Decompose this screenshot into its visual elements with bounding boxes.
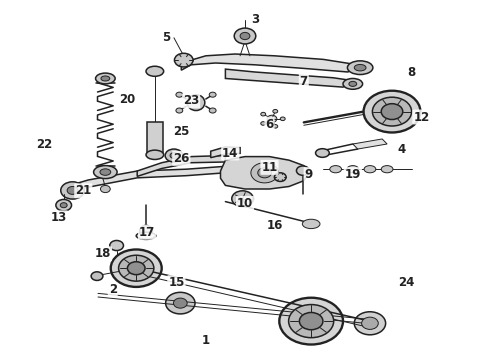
Polygon shape (137, 156, 225, 176)
Ellipse shape (61, 182, 84, 199)
Polygon shape (147, 122, 163, 155)
Text: 24: 24 (398, 276, 415, 289)
Ellipse shape (240, 32, 250, 40)
Ellipse shape (347, 166, 359, 173)
Ellipse shape (354, 64, 366, 71)
Ellipse shape (100, 185, 110, 193)
Ellipse shape (267, 115, 277, 122)
Ellipse shape (146, 66, 164, 76)
Ellipse shape (316, 149, 329, 157)
Text: 22: 22 (36, 138, 52, 150)
Ellipse shape (60, 203, 67, 208)
Polygon shape (225, 69, 353, 87)
Ellipse shape (176, 108, 183, 113)
Ellipse shape (165, 149, 183, 162)
Ellipse shape (110, 240, 123, 251)
Ellipse shape (296, 166, 309, 175)
Ellipse shape (381, 104, 403, 120)
Ellipse shape (261, 112, 266, 116)
Ellipse shape (111, 249, 162, 287)
Text: 25: 25 (173, 125, 190, 138)
Ellipse shape (354, 312, 386, 335)
Text: 15: 15 (168, 276, 185, 289)
Ellipse shape (67, 186, 78, 194)
Text: 20: 20 (119, 93, 136, 105)
Text: 5: 5 (163, 31, 171, 44)
Text: 9: 9 (305, 168, 313, 181)
Text: 8: 8 (408, 66, 416, 78)
Ellipse shape (232, 191, 253, 207)
Ellipse shape (372, 97, 412, 126)
Text: 4: 4 (398, 143, 406, 156)
Ellipse shape (209, 108, 216, 113)
Polygon shape (181, 54, 358, 72)
Text: 19: 19 (344, 168, 361, 181)
Text: 16: 16 (266, 219, 283, 231)
Text: 7: 7 (300, 75, 308, 87)
Ellipse shape (146, 150, 164, 159)
Ellipse shape (187, 95, 205, 111)
Ellipse shape (91, 272, 103, 280)
Polygon shape (211, 147, 240, 158)
Ellipse shape (343, 78, 363, 89)
Text: 17: 17 (139, 226, 155, 239)
Ellipse shape (56, 199, 72, 211)
Ellipse shape (173, 298, 187, 308)
Ellipse shape (166, 292, 195, 314)
Ellipse shape (170, 153, 178, 158)
Ellipse shape (364, 91, 420, 132)
Ellipse shape (261, 122, 266, 125)
Ellipse shape (100, 169, 111, 175)
Ellipse shape (140, 225, 152, 237)
Ellipse shape (258, 168, 271, 178)
Polygon shape (64, 163, 260, 194)
Text: 13: 13 (50, 211, 67, 224)
Text: 12: 12 (413, 111, 430, 123)
Ellipse shape (302, 219, 320, 229)
Ellipse shape (251, 163, 278, 183)
Text: 14: 14 (222, 147, 239, 159)
Ellipse shape (349, 81, 357, 86)
Text: 11: 11 (261, 161, 278, 174)
Ellipse shape (101, 76, 110, 81)
Ellipse shape (347, 61, 373, 75)
Ellipse shape (176, 92, 183, 97)
Ellipse shape (136, 232, 156, 239)
Ellipse shape (96, 73, 115, 84)
Ellipse shape (280, 117, 285, 121)
Ellipse shape (273, 125, 278, 128)
Ellipse shape (381, 166, 393, 173)
Ellipse shape (299, 312, 323, 330)
Text: 1: 1 (202, 334, 210, 347)
Polygon shape (353, 139, 387, 149)
Text: 26: 26 (173, 152, 190, 165)
Ellipse shape (330, 166, 342, 173)
Ellipse shape (364, 166, 376, 173)
Ellipse shape (362, 317, 378, 329)
Ellipse shape (234, 28, 256, 44)
Text: 23: 23 (183, 94, 199, 107)
Ellipse shape (274, 173, 286, 181)
Ellipse shape (127, 262, 145, 275)
Ellipse shape (174, 53, 193, 67)
Text: 21: 21 (75, 184, 92, 197)
Text: 10: 10 (237, 197, 253, 210)
Polygon shape (220, 157, 309, 189)
Text: 18: 18 (95, 247, 111, 260)
Ellipse shape (94, 166, 117, 179)
Text: 3: 3 (251, 13, 259, 26)
Ellipse shape (119, 255, 154, 281)
Ellipse shape (273, 109, 278, 113)
Ellipse shape (209, 92, 216, 97)
Text: 2: 2 (109, 283, 117, 296)
Ellipse shape (289, 305, 334, 338)
Text: 6: 6 (266, 118, 273, 131)
Ellipse shape (279, 298, 343, 345)
